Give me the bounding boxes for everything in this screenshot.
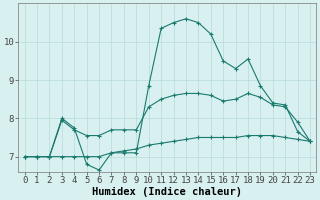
X-axis label: Humidex (Indice chaleur): Humidex (Indice chaleur) bbox=[92, 186, 242, 197]
